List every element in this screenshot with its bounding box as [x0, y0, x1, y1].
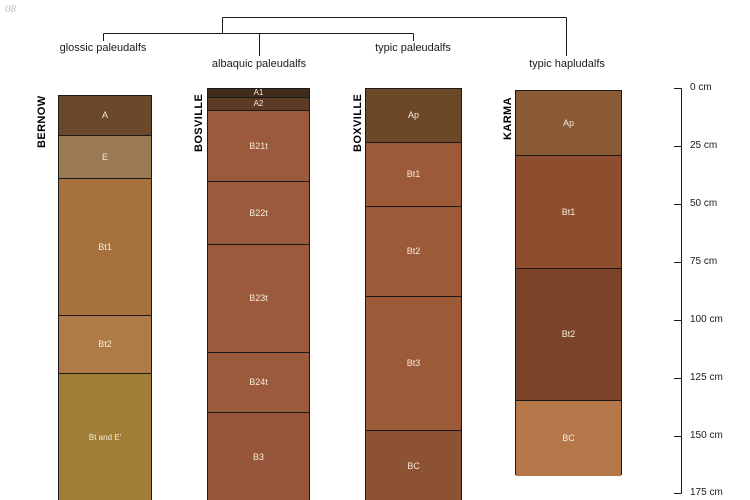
horizon-label: Bt and E' [88, 432, 122, 442]
horizon-karma-bt1: Bt1 [516, 156, 621, 269]
depth-tick-label-50: 50 cm [690, 198, 718, 209]
horizon-karma-ap: Ap [516, 91, 621, 156]
horizon-bosville-b23t: B23t [208, 245, 309, 353]
horizon-label: B3 [252, 451, 264, 462]
series-label-bosville: BOSVILLE [193, 93, 205, 152]
horizon-label: A1 [253, 88, 264, 97]
horizon-bosville-b3: B3 [208, 413, 309, 500]
horizon-bernow-bt2: Bt2 [59, 316, 151, 374]
horizon-label: A [101, 110, 108, 120]
profile-column-bernow: A E Bt1 Bt2 Bt and E' [58, 95, 152, 500]
horizon-boxville-bt3: Bt3 [366, 297, 461, 431]
horizon-bernow-bt-and-e: Bt and E' [59, 374, 151, 500]
group-label-typic-paleudalfs: typic paleudalfs [375, 42, 451, 54]
horizon-bosville-b21t: B21t [208, 111, 309, 182]
horizon-boxville-bt1: Bt1 [366, 143, 461, 207]
horizon-bosville-b22t: B22t [208, 182, 309, 245]
series-label-karma: KARMA [502, 97, 514, 140]
horizon-bosville-a2: A2 [208, 98, 309, 111]
horizon-label: BC [562, 433, 575, 443]
horizon-bernow-e: E [59, 136, 151, 179]
horizon-karma-bc: BC [516, 401, 621, 476]
horizon-label: BC [407, 460, 420, 471]
horizon-label: Ap [407, 110, 419, 120]
series-label-boxville: BOXVILLE [352, 93, 364, 152]
horizon-label: Bt1 [406, 169, 421, 179]
horizon-label: Bt2 [561, 329, 576, 339]
horizon-label: E [101, 151, 108, 162]
horizon-label: B23t [249, 293, 268, 303]
horizon-boxville-bt2: Bt2 [366, 207, 461, 297]
depth-tick-label-0: 0 cm [690, 82, 712, 93]
horizon-label: Bt1 [561, 206, 576, 217]
horizon-karma-bt2: Bt2 [516, 269, 621, 401]
profile-column-karma: Ap Bt1 Bt2 BC [515, 90, 622, 476]
depth-tick-label-125: 125 cm [690, 372, 723, 383]
horizon-label: Bt3 [406, 358, 421, 368]
horizon-boxville-bc: BC [366, 431, 461, 500]
group-label-glossic-paleudalfs: glossic paleudalfs [59, 42, 147, 54]
depth-tick-label-75: 75 cm [690, 256, 718, 267]
horizon-boxville-ap: Ap [366, 89, 461, 143]
horizon-label: B22t [249, 207, 268, 218]
corner-mark: 08 [5, 3, 16, 15]
series-label-bernow: BERNOW [36, 95, 48, 148]
horizon-label: Bt2 [98, 339, 112, 349]
horizon-bernow-a: A [59, 96, 151, 136]
horizon-label: Ap [562, 117, 574, 128]
profile-column-bosville: A1 A2 B21t B22t B23t B24t B3 [207, 88, 310, 500]
depth-tick-label-25: 25 cm [690, 140, 718, 151]
horizon-label: Bt1 [98, 241, 112, 252]
group-label-typic-hapludalfs: typic hapludalfs [529, 58, 605, 70]
depth-tick-label-100: 100 cm [690, 314, 723, 325]
horizon-label: Bt2 [406, 246, 421, 256]
horizon-bosville-b24t: B24t [208, 353, 309, 413]
profile-column-boxville: Ap Bt1 Bt2 Bt3 BC [365, 88, 462, 500]
horizon-label: B21t [249, 140, 268, 151]
horizon-bernow-bt1: Bt1 [59, 179, 151, 316]
depth-tick-label-150: 150 cm [690, 430, 723, 441]
depth-tick-label-175: 175 cm [690, 487, 723, 498]
group-label-albaquic-paleudalfs: albaquic paleudalfs [211, 58, 307, 70]
horizon-label: A2 [253, 99, 264, 108]
horizon-label: B24t [249, 377, 268, 387]
horizon-bosville-a1: A1 [208, 89, 309, 98]
